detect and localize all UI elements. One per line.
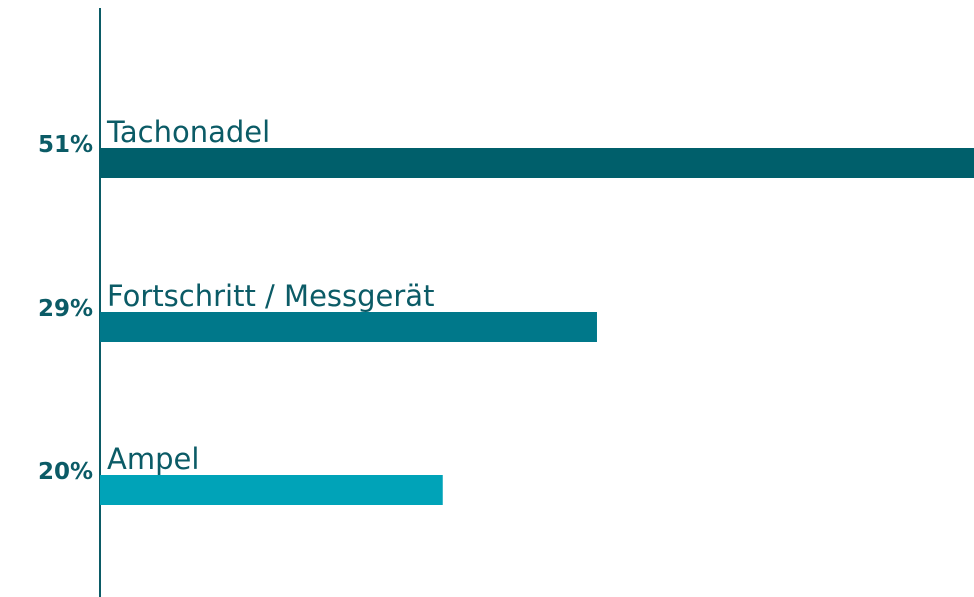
category-label: Ampel — [107, 442, 199, 476]
bar — [100, 312, 597, 342]
category-label: Tachonadel — [106, 115, 270, 149]
value-label: 29% — [38, 296, 93, 322]
value-label: 20% — [38, 459, 93, 485]
category-label: Fortschritt / Messgerät — [107, 279, 434, 313]
value-label: 51% — [38, 132, 93, 158]
bar — [100, 148, 974, 178]
bar — [100, 475, 443, 505]
